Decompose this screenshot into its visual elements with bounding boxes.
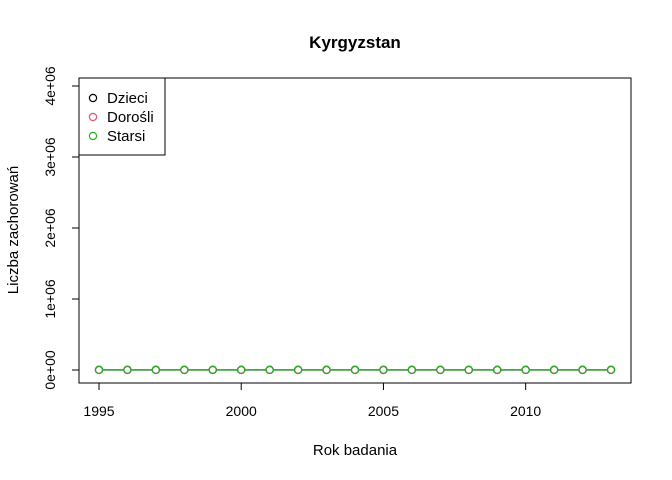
data-point: [293, 365, 303, 375]
legend-marker-starsi: [88, 131, 98, 141]
legend-label-dorośli: Dorośli: [107, 109, 154, 126]
data-point: [436, 365, 445, 375]
legend-box: [78, 77, 166, 156]
x-tick-label: 2005: [368, 403, 399, 419]
y-tick-label: 3e+06: [42, 137, 58, 177]
chart-title: Kyrgyzstan: [309, 33, 401, 52]
legend-marker-dzieci: [88, 93, 98, 103]
data-point: [208, 365, 217, 375]
x-tick-label: 2000: [226, 403, 257, 419]
data-point: [322, 365, 331, 375]
data-point: [578, 365, 587, 375]
data-point: [407, 365, 417, 375]
y-tick-label: 2e+06: [42, 208, 58, 248]
x-tick-label: 1995: [83, 403, 114, 419]
data-point: [379, 365, 388, 375]
data-point: [606, 365, 616, 375]
data-point: [549, 365, 559, 375]
y-tick-label: 4e+06: [42, 66, 58, 106]
data-point: [350, 365, 360, 375]
data-point: [521, 365, 530, 375]
y-tick-label: 0e+00: [42, 350, 58, 390]
legend-label-starsi: Starsi: [107, 128, 145, 145]
x-tick-label: 2010: [510, 403, 541, 419]
x-axis: 1995 2000 2005 2010: [83, 382, 541, 419]
series-starsi: [94, 365, 616, 375]
legend: Dzieci Dorośli Starsi: [78, 77, 166, 156]
y-tick-label: 1e+06: [42, 279, 58, 319]
series-layer: [94, 365, 616, 375]
data-point: [94, 365, 104, 375]
data-point: [493, 365, 502, 375]
y-axis: 0e+00 1e+06 2e+06 3e+06 4e+06: [42, 66, 80, 390]
data-point: [123, 365, 132, 375]
data-point: [464, 365, 473, 375]
x-axis-label: Rok badania: [313, 442, 398, 459]
legend-marker-dorośli: [88, 112, 98, 122]
legend-label-dzieci: Dzieci: [107, 90, 148, 107]
data-point: [237, 365, 246, 375]
y-axis-label: Liczba zachorowań: [5, 166, 22, 294]
data-point: [180, 365, 189, 375]
data-point: [265, 365, 274, 375]
data-point: [151, 365, 161, 375]
